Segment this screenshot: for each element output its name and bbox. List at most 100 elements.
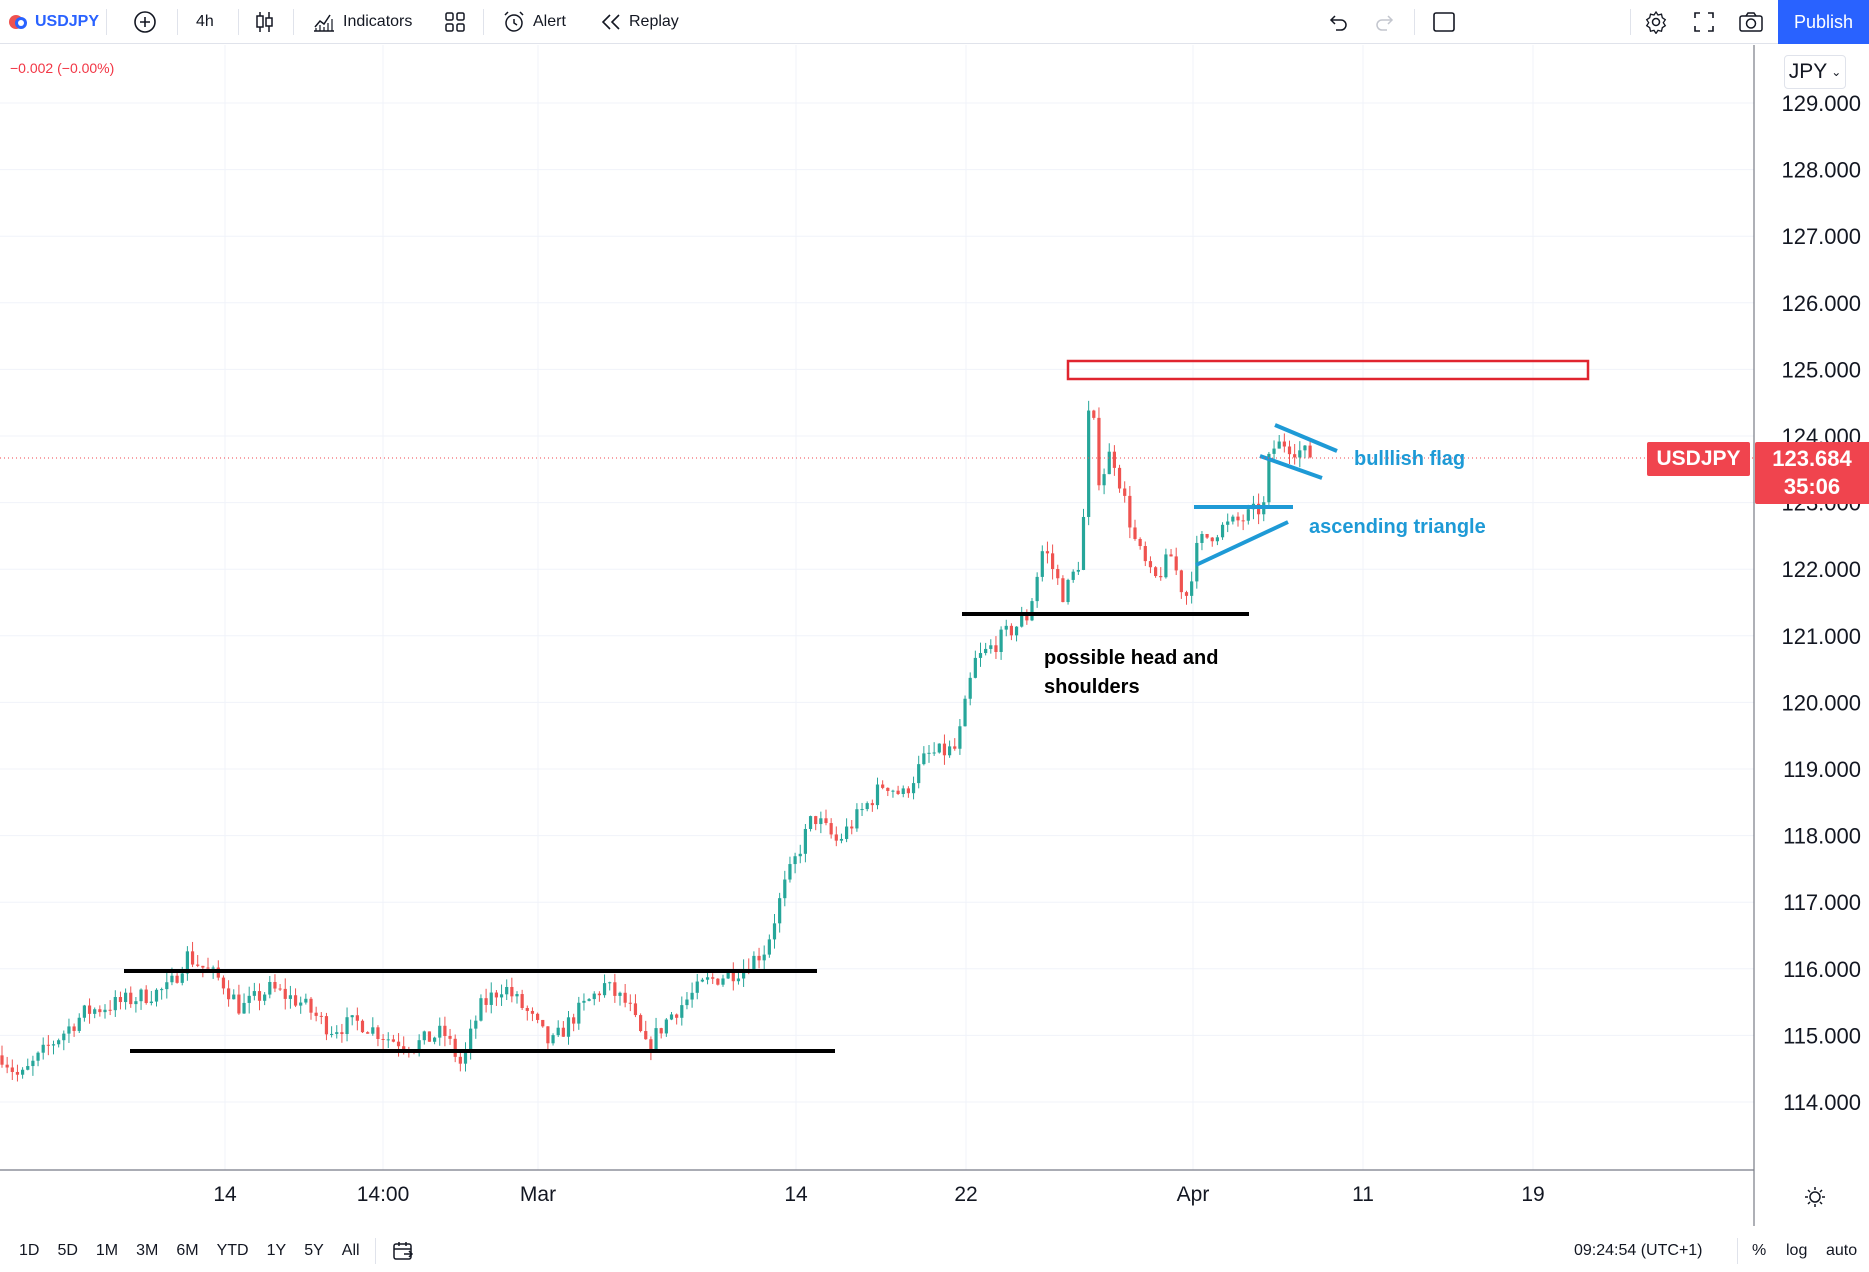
flag-bottom-line[interactable]: [1259, 454, 1323, 480]
candle: [160, 987, 164, 1000]
candle: [968, 672, 972, 706]
candle: [896, 785, 900, 796]
candle: [355, 1007, 359, 1031]
redo-button[interactable]: [1374, 0, 1396, 44]
top-toolbar: USDJPY 4h Indicators Alert Replay: [0, 0, 1869, 44]
candle: [257, 983, 262, 1011]
price-axis[interactable]: 129.000128.000127.000126.000125.000124.0…: [1781, 91, 1861, 1115]
range-all[interactable]: All: [341, 1242, 360, 1259]
candle: [1056, 564, 1060, 585]
alarm-clock-icon: [504, 11, 524, 32]
toolbar-divider: [293, 9, 294, 35]
candle: [855, 803, 859, 832]
undo-button[interactable]: [1327, 0, 1349, 44]
head-shoulders-label-line1[interactable]: possible head and: [1044, 647, 1218, 669]
time-tick-label: 14:00: [357, 1183, 410, 1206]
triangle-bottom-line[interactable]: [1195, 520, 1289, 567]
bullish-flag-label[interactable]: bulllish flag: [1354, 448, 1465, 470]
currency-select[interactable]: JPY ⌄: [1784, 55, 1846, 89]
range-5d[interactable]: 5D: [57, 1242, 78, 1259]
candle: [134, 997, 138, 1013]
range-5y[interactable]: 5Y: [304, 1242, 324, 1259]
fullscreen-button[interactable]: [1693, 0, 1715, 44]
clock-timezone[interactable]: 09:24:54 (UTC+1): [1574, 1242, 1703, 1259]
candle: [808, 815, 813, 832]
percent-scale-toggle[interactable]: %: [1752, 1242, 1767, 1259]
symbol-search[interactable]: USDJPY: [8, 0, 99, 44]
candle: [417, 1034, 421, 1057]
candle: [788, 856, 792, 883]
candle: [1112, 445, 1116, 476]
range-ytd[interactable]: YTD: [216, 1242, 249, 1259]
range-1d[interactable]: 1D: [19, 1242, 40, 1259]
candle: [340, 1023, 344, 1043]
candle: [644, 1020, 648, 1040]
candle: [845, 818, 849, 843]
candle: [165, 972, 169, 999]
auto-scale-toggle[interactable]: auto: [1826, 1242, 1858, 1259]
head-shoulders-label-line2[interactable]: shoulders: [1044, 676, 1140, 698]
range-1m[interactable]: 1M: [95, 1242, 119, 1259]
candle: [680, 996, 684, 1026]
candle: [793, 852, 797, 874]
candle: [26, 1058, 30, 1071]
candle: [510, 977, 514, 1003]
price-tick-label: 119.000: [1783, 757, 1861, 782]
candle: [381, 1034, 385, 1051]
settings-button[interactable]: [1644, 0, 1668, 44]
candle: [1303, 444, 1307, 459]
candle: [963, 695, 967, 727]
replay-button[interactable]: Replay: [600, 0, 679, 44]
candle: [237, 984, 241, 1015]
toolbar-divider: [177, 9, 178, 35]
log-scale-toggle[interactable]: log: [1786, 1242, 1808, 1259]
candle: [232, 989, 236, 1000]
candle: [566, 1011, 571, 1045]
candle: [772, 913, 777, 949]
candle: [731, 962, 735, 991]
candle: [1164, 548, 1168, 579]
candle: [803, 824, 807, 863]
flag-top-line[interactable]: [1274, 423, 1338, 453]
candle: [422, 1030, 426, 1045]
templates-button[interactable]: [444, 0, 466, 44]
compare-button[interactable]: [133, 0, 157, 44]
snapshot-button[interactable]: [1738, 0, 1764, 44]
candle: [556, 1020, 560, 1037]
candle: [1174, 547, 1178, 576]
candle: [273, 974, 277, 993]
alert-button[interactable]: Alert: [502, 0, 566, 44]
time-axis[interactable]: 14 14:00 Mar 14 22 Apr 11 19: [213, 1183, 1544, 1206]
resistance-rectangle[interactable]: [1066, 359, 1590, 381]
time-tick-label: 14: [784, 1183, 808, 1206]
price-tick-label: 115.000: [1783, 1023, 1861, 1048]
candle: [917, 755, 921, 789]
add-circle-icon: [134, 11, 156, 33]
range-3m[interactable]: 3M: [136, 1242, 159, 1259]
candle: [299, 996, 303, 1014]
candle: [1148, 556, 1153, 574]
ascending-triangle-label[interactable]: ascending triangle: [1309, 516, 1486, 538]
range-1y[interactable]: 1Y: [266, 1242, 287, 1259]
candle: [175, 973, 179, 984]
candle: [1061, 575, 1065, 603]
candle: [185, 946, 189, 981]
axis-settings-icon[interactable]: [1805, 1187, 1825, 1207]
candle: [1025, 609, 1029, 625]
candle: [530, 1007, 535, 1022]
range-6m[interactable]: 6M: [176, 1242, 199, 1259]
layout-button[interactable]: [1432, 0, 1456, 44]
chart-type-button[interactable]: [255, 0, 275, 44]
calendar-goto-icon[interactable]: [392, 1241, 414, 1261]
chart-canvas[interactable]: bulllish flag ascending triangle possibl…: [0, 45, 1869, 1227]
candle: [87, 998, 92, 1024]
indicators-button[interactable]: Indicators: [312, 0, 412, 44]
time-tick-label: Apr: [1177, 1183, 1210, 1206]
candle: [1190, 571, 1194, 604]
candle: [1133, 519, 1137, 541]
candle: [443, 1016, 447, 1047]
candle: [1045, 541, 1050, 564]
interval-button[interactable]: 4h: [196, 0, 214, 44]
publish-button[interactable]: Publish: [1778, 0, 1869, 44]
date-range-list: 1D 5D 1M 3M 6M YTD 1Y 5Y All: [10, 1230, 369, 1272]
